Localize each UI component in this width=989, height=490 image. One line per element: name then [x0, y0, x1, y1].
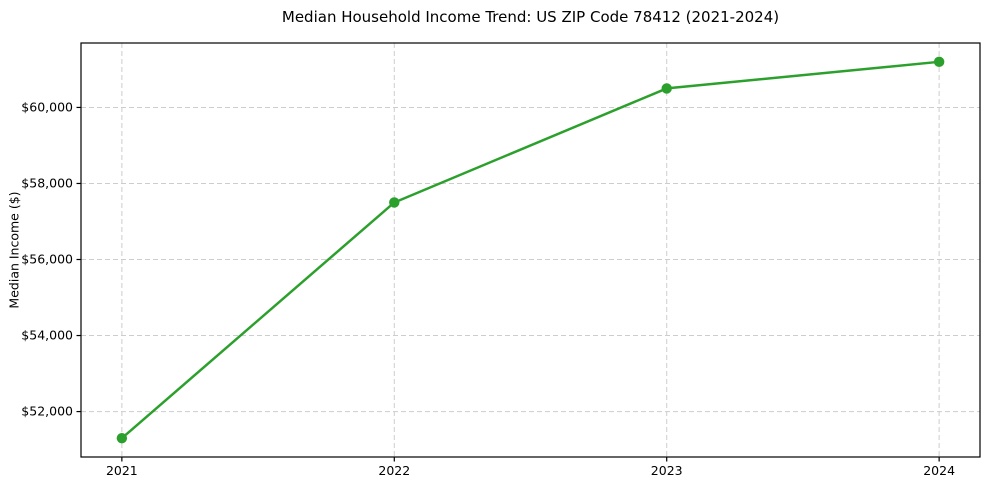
- x-tick-label: 2021: [106, 463, 138, 478]
- plot-border: [80, 42, 981, 458]
- data-point-2021: [116, 432, 128, 444]
- x-tick-label: 2022: [378, 463, 410, 478]
- y-tick-label: $56,000: [21, 252, 73, 267]
- y-tick-label: $58,000: [21, 175, 73, 190]
- y-tick-label: $54,000: [21, 328, 73, 343]
- y-tick-label: $60,000: [21, 99, 73, 114]
- income-trend-line: [120, 60, 941, 440]
- data-point-2024: [933, 56, 945, 68]
- chart-title: Median Household Income Trend: US ZIP Co…: [281, 8, 780, 26]
- y-tick-label: $52,000: [21, 404, 73, 419]
- x-tick-label: 2024: [923, 463, 955, 478]
- data-point-2023: [661, 83, 672, 94]
- x-tick-label: 2023: [651, 463, 683, 478]
- data-point-2022: [389, 197, 400, 208]
